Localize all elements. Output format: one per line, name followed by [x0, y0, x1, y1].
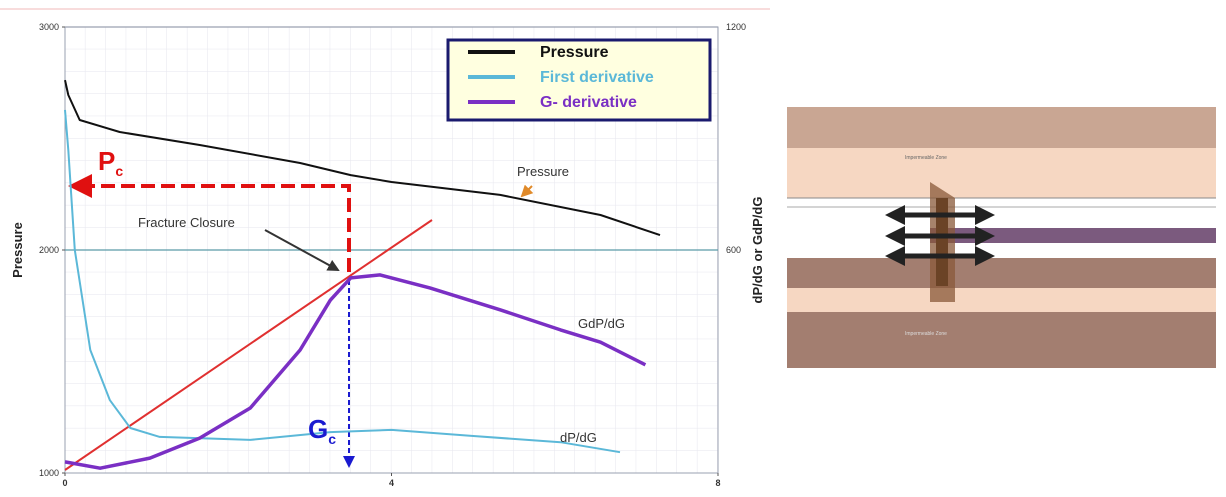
legend-label: Pressure	[540, 44, 609, 61]
gdpdg-annotation: GdP/dG	[578, 316, 625, 331]
y-tick-label: 3000	[39, 22, 59, 32]
y2-tick-label: 600	[726, 245, 741, 255]
y-tick-label: 2000	[39, 245, 59, 255]
layer	[787, 148, 1216, 198]
layer	[787, 258, 1216, 288]
pressure-annotation: Pressure	[517, 164, 569, 179]
y2-axis-title: dP/dG or GdP/dG	[750, 197, 765, 304]
figure: 1000 2000 3000 600 1200 0 4 8 Pressure First der…	[0, 0, 1226, 497]
x-tick-label: 4	[389, 478, 394, 488]
page: 1000 2000 3000 600 1200 0 4 8 Pressure First der…	[0, 0, 1226, 497]
x-tick-label: 8	[715, 478, 720, 488]
layer	[787, 288, 1216, 312]
y-axis-title: Pressure	[10, 222, 25, 278]
legend-label: First derivative	[540, 69, 654, 86]
legend-label: G- derivative	[540, 94, 637, 111]
formation-diagram: Impermeable Zone Impermeable Zone	[787, 107, 1216, 368]
x-tick-label: 0	[62, 478, 67, 488]
y-tick-label: 1000	[39, 468, 59, 478]
layer	[787, 312, 1216, 368]
dpdg-annotation: dP/dG	[560, 430, 597, 445]
zone-label: Impermeable Zone	[905, 331, 947, 337]
closure-label: Fracture Closure	[138, 215, 235, 230]
fracture	[936, 198, 948, 286]
y2-tick-label: 1200	[726, 22, 746, 32]
layer	[787, 107, 1216, 148]
zone-label: Impermeable Zone	[905, 155, 947, 161]
